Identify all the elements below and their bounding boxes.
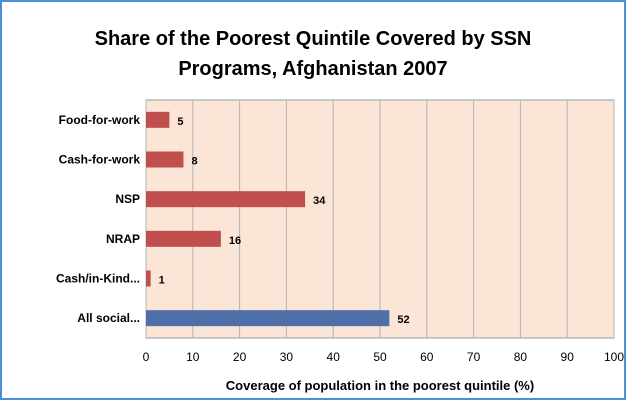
bar: [146, 151, 184, 168]
x-tick-label: 90: [561, 350, 575, 364]
bars: [146, 111, 390, 327]
chart-title-line-2: Programs, Afghanistan 2007: [178, 58, 448, 80]
x-tick-label: 100: [604, 350, 624, 364]
value-label: 52: [397, 314, 409, 326]
x-tick-label: 70: [467, 350, 481, 364]
category-labels: Food-for-work Cash-for-work NSP NRAP Cash/in…: [56, 113, 140, 325]
x-tick-label: 30: [280, 350, 294, 364]
bar: [146, 111, 170, 128]
category-label: Food-for-work: [59, 113, 141, 127]
bar: [146, 270, 151, 287]
x-tick-label: 0: [143, 350, 150, 364]
gridlines: [145, 100, 615, 338]
category-label: NSP: [115, 192, 140, 206]
value-label: 1: [159, 275, 165, 287]
value-labels: 5 8 34 16 1 52: [159, 116, 410, 326]
category-label: Cash/in-Kind...: [56, 272, 140, 286]
x-tick-label: 10: [186, 350, 200, 364]
chart-title: Share of the Poorest Quintile Covered by…: [0, 24, 626, 84]
bar: [146, 310, 390, 327]
bar: [146, 191, 306, 208]
category-label: Cash-for-work: [59, 153, 141, 167]
x-tick-label: 20: [233, 350, 247, 364]
x-tick-label: 40: [327, 350, 341, 364]
value-label: 16: [229, 235, 241, 247]
x-tick-label: 60: [420, 350, 434, 364]
x-tick-label: 50: [373, 350, 387, 364]
value-label: 5: [177, 116, 183, 128]
x-tick-labels: 0 10 20 30 40 50 60 70 80 90 100: [143, 350, 625, 364]
x-tick-label: 80: [514, 350, 528, 364]
value-label: 8: [191, 156, 197, 168]
category-label: All social...: [77, 311, 140, 325]
bar: [146, 230, 221, 247]
value-label: 34: [313, 195, 326, 207]
x-axis-label: Coverage of population in the poorest qu…: [226, 378, 534, 393]
chart-title-line-1: Share of the Poorest Quintile Covered by…: [94, 28, 532, 50]
category-label: NRAP: [106, 232, 140, 246]
